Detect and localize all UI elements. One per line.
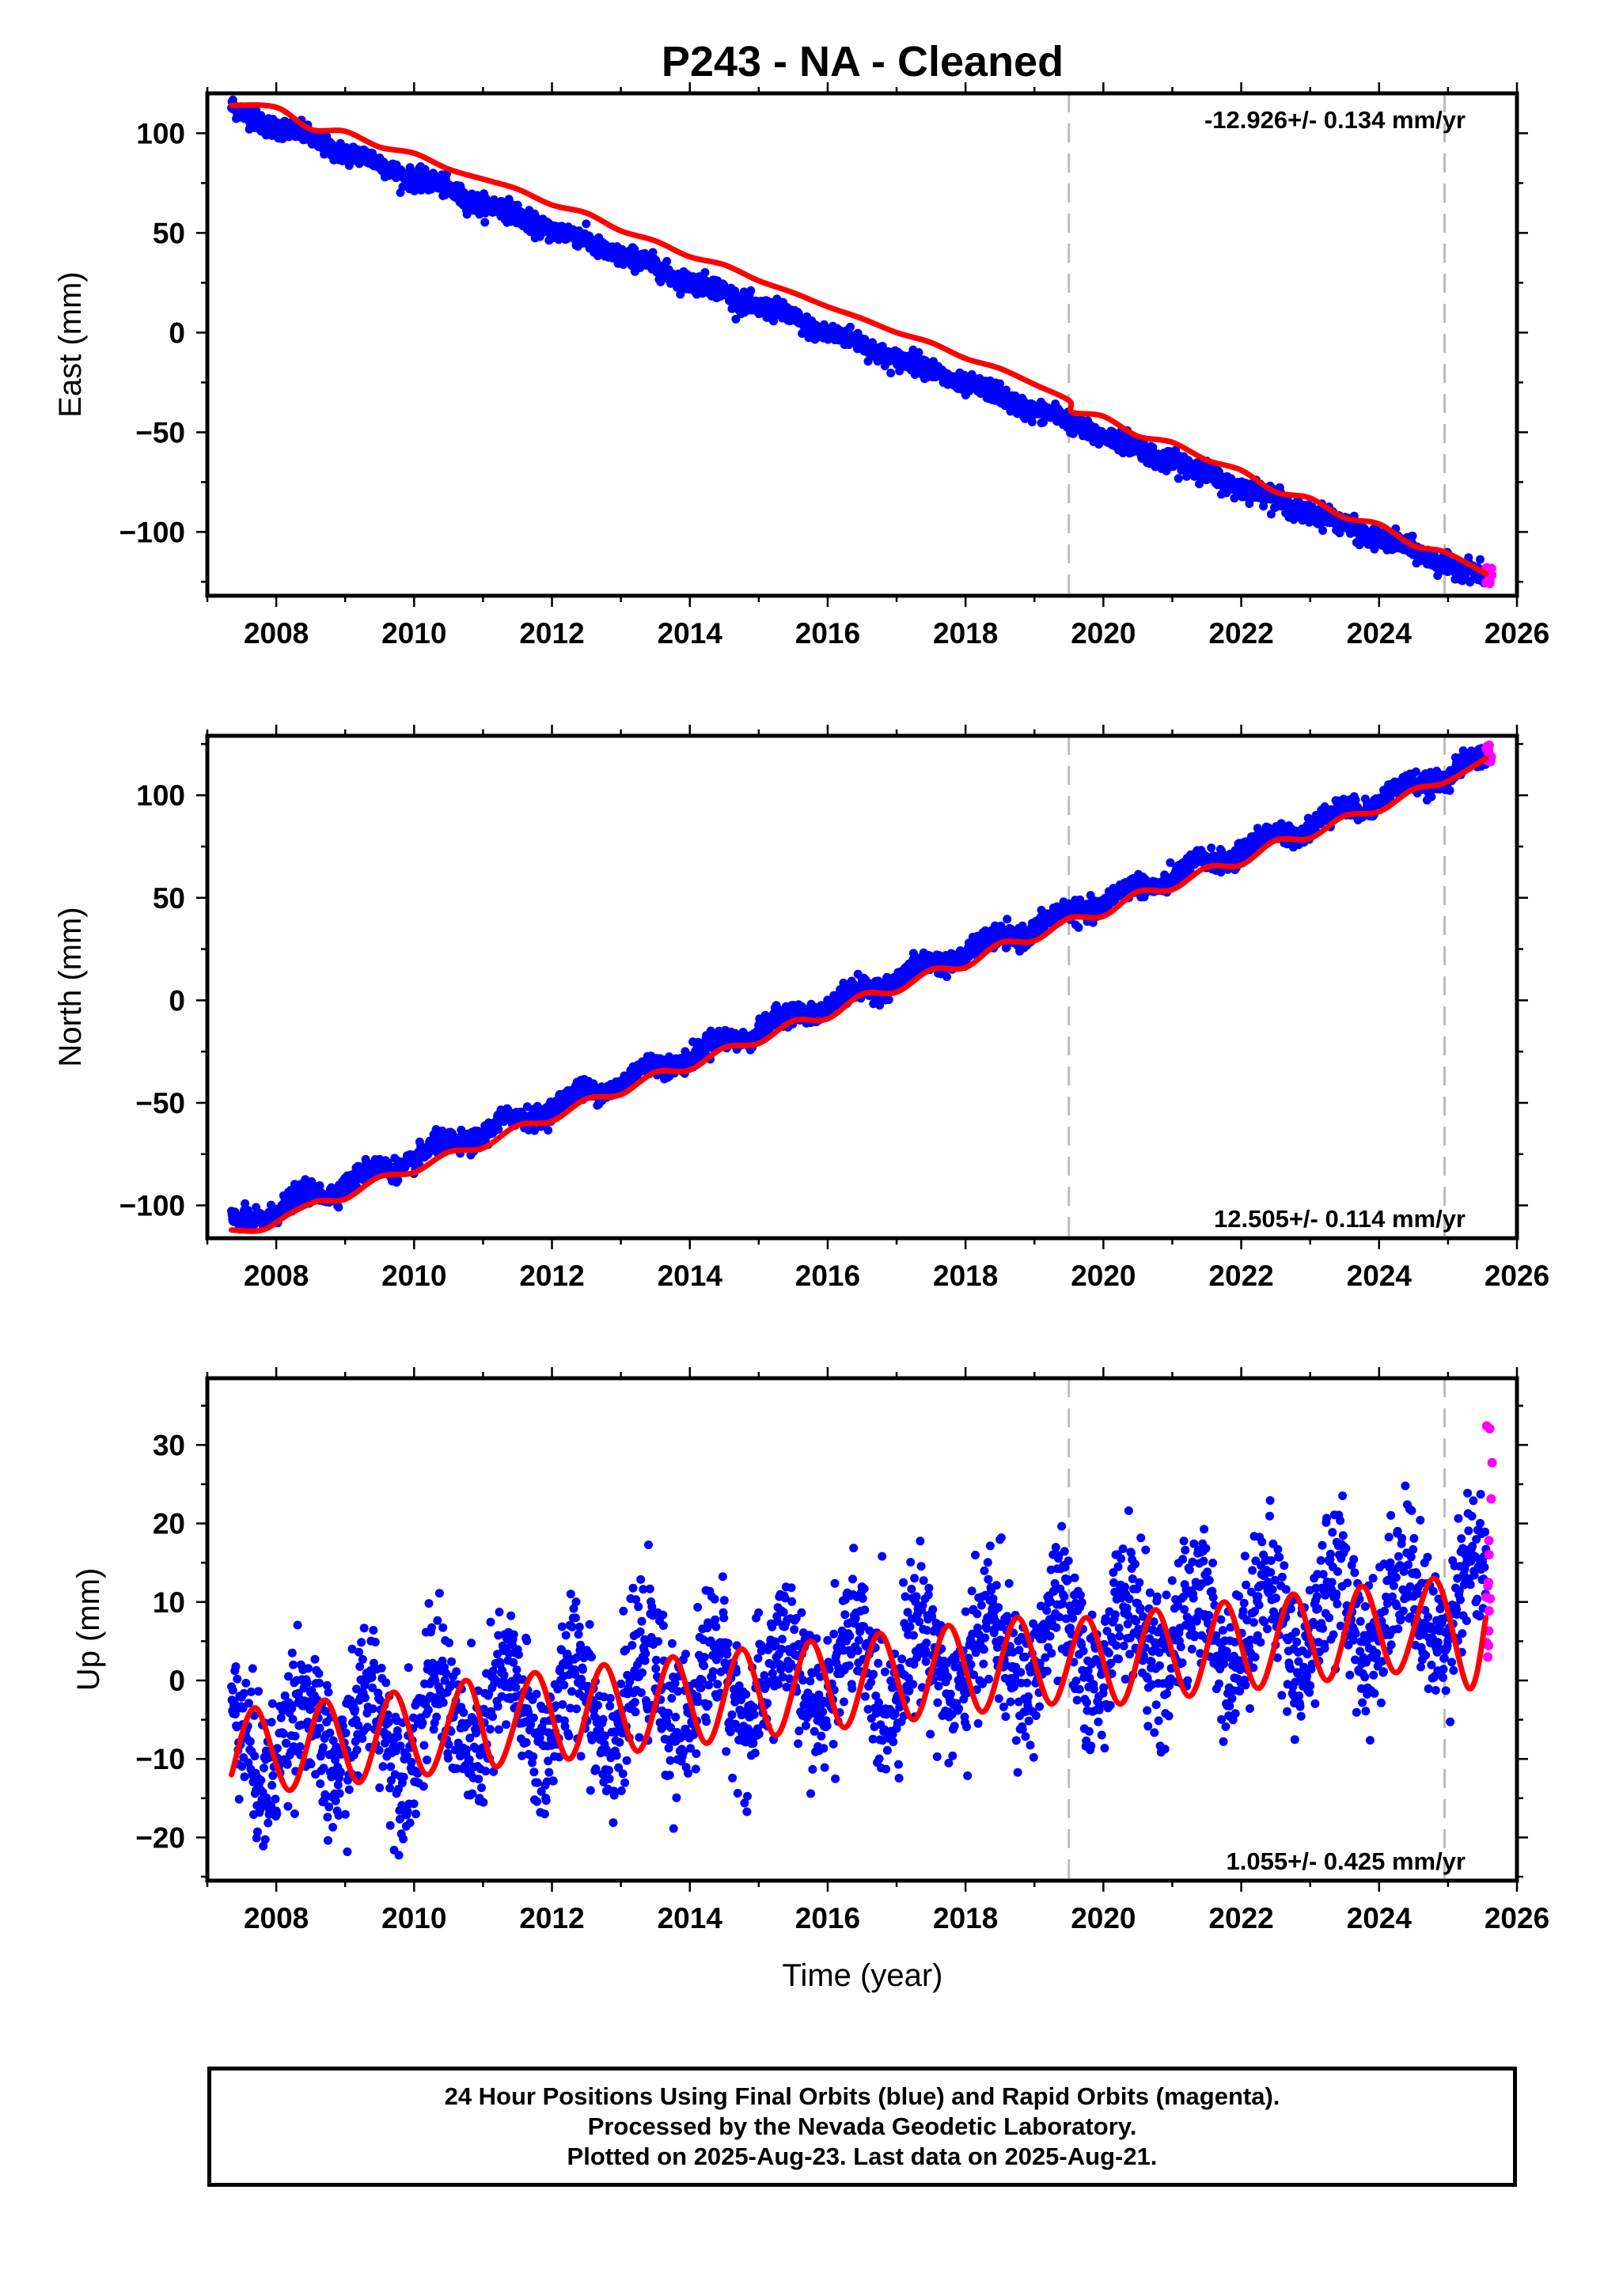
data-point-final bbox=[914, 348, 923, 357]
x-tick-label: 2026 bbox=[1485, 617, 1549, 650]
final-orbit-points bbox=[227, 744, 1491, 1234]
data-point-final bbox=[1166, 858, 1175, 867]
data-point-final bbox=[334, 1203, 343, 1212]
model-curve bbox=[229, 102, 1489, 577]
data-point-final bbox=[1174, 474, 1183, 483]
data-point-final bbox=[480, 218, 490, 227]
data-point-final bbox=[656, 277, 665, 286]
data-point-final bbox=[884, 995, 893, 1005]
data-point-final bbox=[494, 1124, 503, 1134]
data-point-final bbox=[462, 210, 472, 219]
data-point-final bbox=[1476, 555, 1485, 564]
panel-frame bbox=[205, 91, 1519, 598]
final-orbit-points bbox=[227, 95, 1491, 588]
x-tick-label: 2016 bbox=[795, 617, 860, 650]
data-point-final bbox=[1075, 895, 1085, 904]
x-tick-label: 2018 bbox=[933, 617, 998, 650]
data-point-final bbox=[886, 369, 896, 377]
data-point-final bbox=[1003, 915, 1012, 924]
y-axis-label: East (mm) bbox=[53, 271, 88, 417]
data-point-final bbox=[1002, 943, 1011, 953]
panel-north: 2008 2010 2012 2014 2016 2018 2020 2022 2024 2026… bbox=[53, 725, 1549, 1292]
data-point-final bbox=[769, 316, 778, 326]
y-tick-label: 0 bbox=[169, 316, 185, 349]
data-point-final bbox=[544, 1126, 553, 1135]
x-axis-label: Time (year) bbox=[783, 1958, 943, 1993]
y-tick-label: 50 bbox=[153, 217, 185, 249]
data-point-final bbox=[290, 1200, 299, 1210]
data-point-final bbox=[700, 267, 710, 277]
data-point-final bbox=[1195, 479, 1204, 489]
data-point-final bbox=[1074, 923, 1083, 932]
x-tick-label: 2020 bbox=[1071, 617, 1136, 650]
data-point-final bbox=[942, 972, 951, 982]
data-point-final bbox=[1207, 843, 1216, 853]
x-tick-label: 2012 bbox=[519, 617, 584, 650]
data-point-final bbox=[746, 286, 756, 295]
data-point-final bbox=[878, 342, 887, 351]
data-point-final bbox=[731, 314, 741, 324]
x-tick-label: 2010 bbox=[381, 617, 446, 650]
data-point-final bbox=[530, 1126, 539, 1135]
plot-panels: 2008 2010 2012 2014 2016 2018 2020 2022 2024 2026… bbox=[53, 82, 1549, 1934]
data-point-final bbox=[1408, 531, 1417, 540]
x-tick-label: 2024 bbox=[1347, 617, 1413, 650]
data-point-final bbox=[1182, 472, 1192, 481]
data-point-final bbox=[1266, 510, 1276, 519]
panel-east: 2008 2010 2012 2014 2016 2018 2020 2022 2024 2026… bbox=[53, 82, 1549, 650]
chart-title: P243 - NA - Cleaned bbox=[662, 38, 1064, 85]
data-point-final bbox=[393, 1176, 403, 1185]
data-point-final bbox=[241, 1199, 250, 1208]
x-tick-label: 2014 bbox=[658, 617, 723, 650]
x-tick-label: 2022 bbox=[1208, 617, 1273, 650]
y-tick-label: 100 bbox=[136, 117, 185, 150]
data-point-final bbox=[863, 357, 873, 366]
data-point-final bbox=[1118, 449, 1128, 457]
data-point-rapid bbox=[1487, 570, 1497, 580]
data-point-final bbox=[1027, 417, 1037, 426]
data-point-final bbox=[846, 322, 855, 332]
data-point-final bbox=[1318, 526, 1328, 535]
data-point-rapid bbox=[1481, 578, 1492, 588]
y-tick-label: −50 bbox=[135, 416, 185, 449]
data-point-final bbox=[582, 219, 591, 229]
velocity-rate-label: -12.926+/- 0.134 mm/yr bbox=[1204, 106, 1466, 134]
data-point-final bbox=[522, 1102, 532, 1112]
data-point-final bbox=[662, 256, 672, 266]
data-point-final bbox=[995, 379, 1005, 388]
y-tick-label: −100 bbox=[119, 516, 185, 548]
x-tick-label: 2008 bbox=[244, 617, 309, 650]
